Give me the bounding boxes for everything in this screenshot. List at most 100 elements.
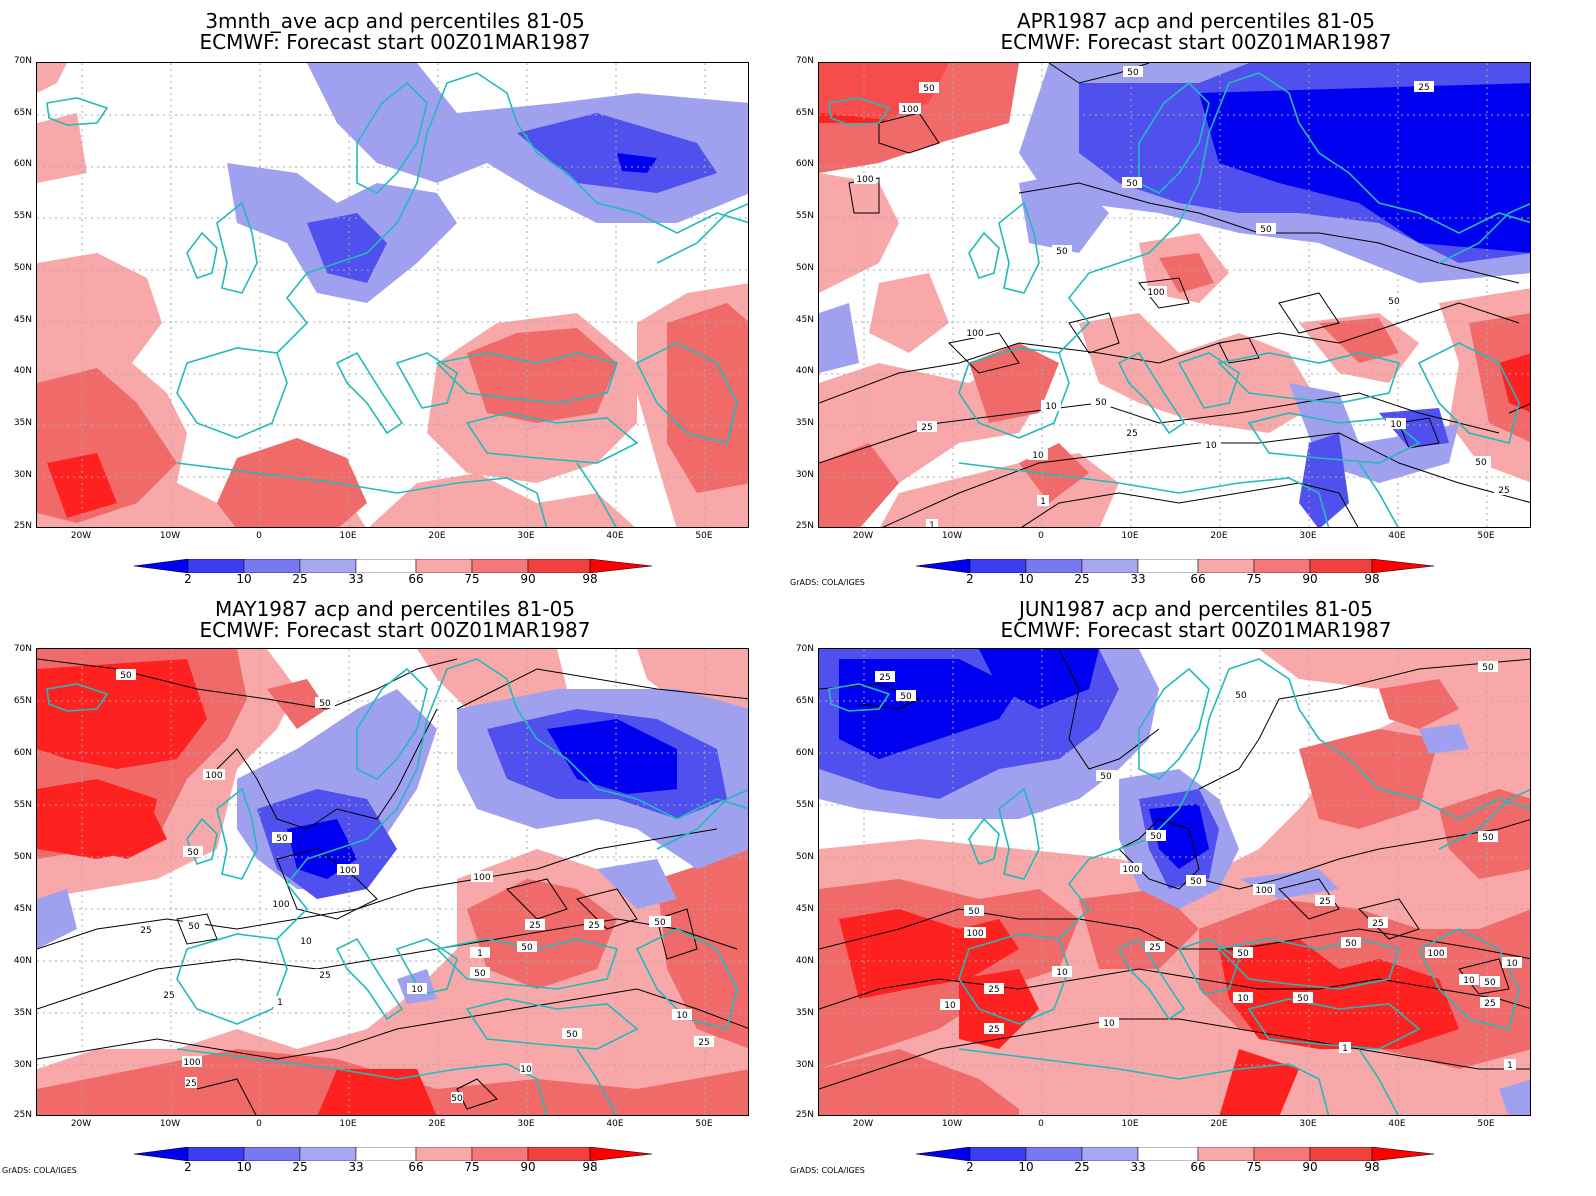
contour-label: 25 [1149,943,1160,953]
contour-label: 25 [529,921,540,931]
contour-label: 50 [1388,297,1400,307]
lat-tick: 30N [795,1060,814,1070]
colorbar-label: 98 [1364,1160,1380,1174]
contour-label: 100 [1255,886,1272,896]
contour-label: 50 [1482,663,1494,673]
map-canvas-p3 [819,649,1530,1115]
contour-label: 50 [1475,458,1487,468]
lon-tick: 50E [695,1119,713,1129]
lon-tick: 10E [1121,531,1139,541]
contour-label: 25 [588,921,599,931]
contour-label: 100 [966,929,983,939]
panel-title-line2: ECMWF: Forecast start 00Z01MAR1987 [1000,30,1392,54]
colorbar-label: 90 [520,572,536,586]
contour-label: 1 [277,998,283,1008]
lon-tick: 20W [70,1119,92,1129]
contour-label: 100 [339,866,356,876]
lat-tick: 50N [795,263,814,273]
colorbar: 2 10 25 33 66 75 90 98 [915,558,1435,588]
lon-tick: 50E [1477,531,1495,541]
contour-label: 25 [319,971,330,981]
contour-label: 50 [1190,877,1202,887]
contour-label: 50 [1484,978,1496,988]
contour-label: 10 [411,985,423,995]
contour-label: 50 [1095,398,1107,408]
colorbar-label: 25 [292,1160,308,1174]
contour-label: 1 [929,521,935,528]
lat-tick: 30N [13,1060,32,1070]
lat-tick: 40N [795,956,814,966]
lat-tick: 35N [13,418,32,428]
lon-tick: 10W [941,1119,963,1129]
lat-tick: 55N [13,800,32,810]
lon-tick: 0 [256,1119,262,1129]
colorbar-label: 90 [520,1160,536,1174]
grads-credit: GrADS: COLA/IGES [790,578,865,587]
map-canvas-p1 [819,63,1530,527]
map-frame: 25 50 50 50 100 100 100 50 50 50 100 25 … [818,648,1531,1116]
lon-tick: 0 [1038,531,1044,541]
contour-label: 1 [1040,497,1046,507]
lat-tick: 60N [13,159,32,169]
lon-tick: 20W [852,1119,874,1129]
grads-credit: GrADS: COLA/IGES [790,1166,865,1175]
lat-tick: 25N [13,1110,32,1120]
colorbar-label: 25 [1074,572,1090,586]
contour-label: 100 [183,1058,200,1068]
colorbar-label: 25 [1074,1160,1090,1174]
colorbar-label: 2 [966,572,974,586]
colorbar-label: 10 [1018,1160,1034,1174]
contour-label: 10 [1045,402,1057,412]
contour-label: 1 [477,949,483,959]
contour-label: 10 [1506,959,1518,969]
contour-label: 50 [566,1030,578,1040]
lat-tick: 65N [795,696,814,706]
colorbar-label: 33 [348,1160,364,1174]
lat-tick: 55N [795,800,814,810]
colorbar-label: 33 [1130,572,1146,586]
panel-title-line2: ECMWF: Forecast start 00Z01MAR1987 [199,618,591,642]
contour-label: 50 [1100,772,1112,782]
contour-label: 25 [1126,429,1137,439]
map-frame: 50 50 100 50 100 100 100 50 25 50 25 50 … [36,648,749,1116]
contour-label: 50 [276,834,288,844]
contour-label: 1 [1342,1044,1348,1054]
lon-tick: 20E [1210,531,1228,541]
lon-tick: 10E [1121,1119,1139,1129]
lon-tick: 10E [339,531,357,541]
map-frame: 50 100 100 50 25 50 100 100 50 50 50 10 … [818,62,1531,528]
lat-tick: 45N [795,904,814,914]
contour-label: 25 [1498,486,1509,496]
lon-tick: 30E [517,531,535,541]
map-frame [36,62,749,528]
contour-label: 50 [319,699,331,709]
lat-tick: 45N [13,904,32,914]
colorbar-swatches [133,1146,653,1162]
lat-tick: 55N [795,211,814,221]
colorbar-label: 90 [1302,572,1318,586]
lon-tick: 40E [1388,531,1406,541]
lon-tick: 20W [70,531,92,541]
colorbar-label: 10 [1018,572,1034,586]
contour-label: 50 [1235,691,1247,701]
contour-label: 10 [1103,1019,1115,1029]
lon-tick: 40E [606,1119,624,1129]
contour-label: 100 [856,175,873,185]
lat-tick: 60N [13,748,32,758]
contour-label: 50 [521,943,533,953]
contour-label: 50 [968,907,980,917]
lon-tick: 0 [1038,1119,1044,1129]
contour-label: 50 [923,84,935,94]
contour-label: 10 [676,1011,688,1021]
lat-tick: 25N [795,521,814,531]
contour-label-layer: 50 50 100 50 100 100 100 50 25 50 25 50 … [116,669,714,1104]
contour-label: 25 [988,985,999,995]
contour-label: 25 [879,673,890,683]
lat-tick: 70N [795,56,814,66]
contour-label-layer: 25 50 50 50 100 100 100 50 50 50 100 25 … [875,661,1522,1071]
lon-tick: 30E [1299,531,1317,541]
colorbar-label: 75 [464,572,480,586]
contour-label: 50 [1126,179,1138,189]
lat-tick: 25N [795,1110,814,1120]
contour-label: 50 [900,692,912,702]
